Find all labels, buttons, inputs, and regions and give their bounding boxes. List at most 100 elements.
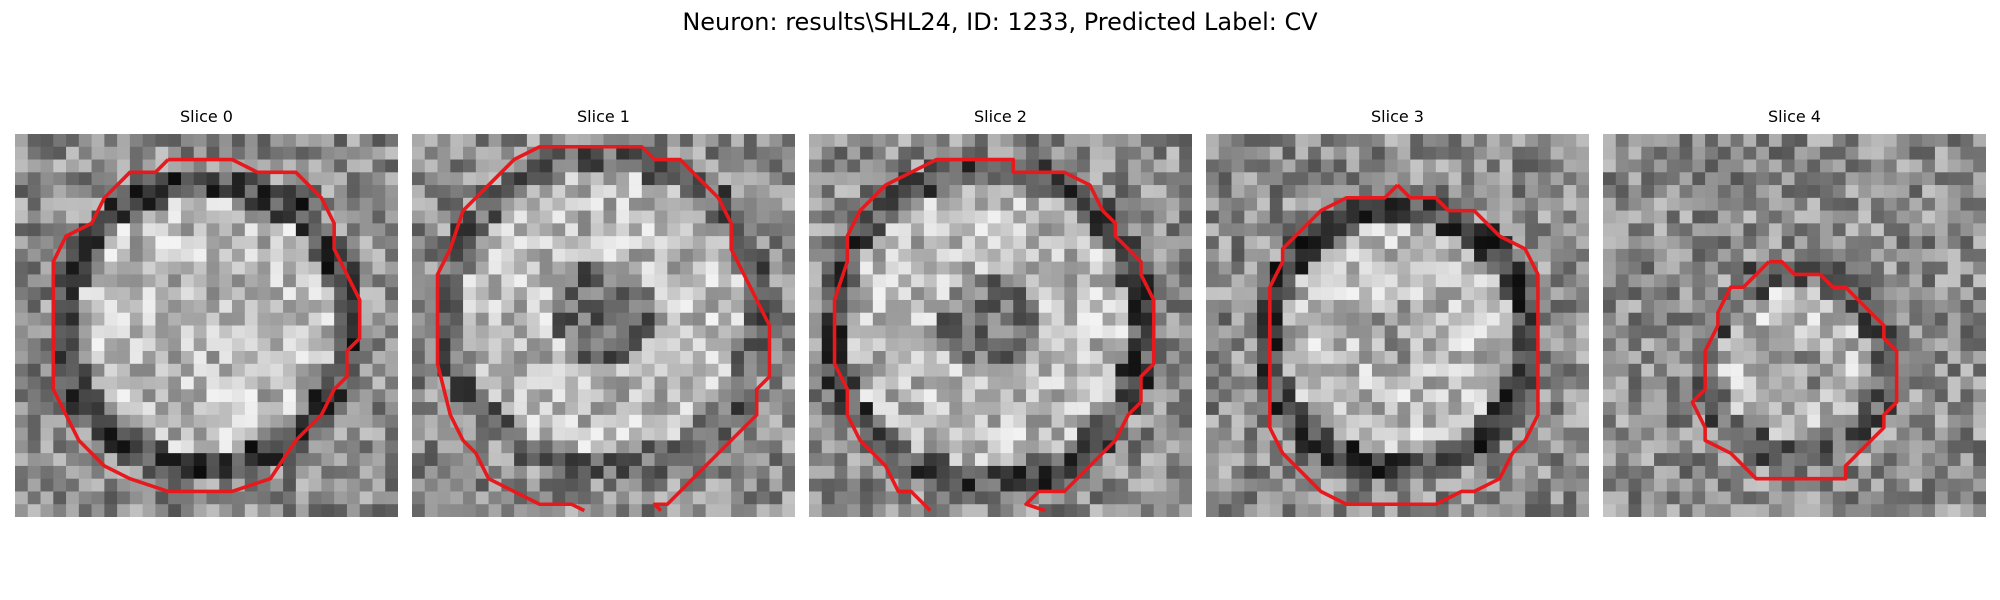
pixel <box>1359 185 1373 199</box>
pixel <box>1550 389 1564 403</box>
pixel <box>962 491 976 505</box>
pixel <box>1576 427 1589 441</box>
pixel <box>1820 363 1834 377</box>
pixel <box>232 299 246 313</box>
pixel <box>1922 159 1936 173</box>
pixel <box>1423 223 1437 237</box>
pixel <box>53 504 67 517</box>
pixel <box>962 146 976 160</box>
pixel <box>1628 491 1642 505</box>
pixel <box>117 274 131 288</box>
pixel <box>1537 427 1551 441</box>
pixel <box>1692 223 1706 237</box>
pixel <box>809 427 823 441</box>
pixel <box>1692 236 1706 250</box>
pixel <box>283 146 297 160</box>
pixel <box>295 351 309 365</box>
pixel <box>1089 210 1103 224</box>
pixel <box>1973 197 1986 211</box>
pixel <box>692 312 706 326</box>
pixel <box>641 414 655 428</box>
pixel <box>308 299 322 313</box>
pixel <box>898 134 912 148</box>
pixel <box>654 261 668 275</box>
pixel <box>1038 159 1052 173</box>
pixel <box>1603 197 1617 211</box>
pixel <box>117 363 131 377</box>
pixel <box>756 172 770 186</box>
pixel <box>923 134 937 148</box>
pixel <box>1333 338 1347 352</box>
pixel <box>705 248 719 262</box>
pixel <box>872 491 886 505</box>
pixel <box>372 159 386 173</box>
pixel <box>244 223 258 237</box>
pixel <box>1102 236 1116 250</box>
pixel <box>1896 504 1910 517</box>
pixel <box>359 376 373 390</box>
pixel <box>244 312 258 326</box>
pixel <box>308 478 322 492</box>
pixel <box>1832 453 1846 467</box>
pixel <box>1717 197 1731 211</box>
pixel <box>1794 261 1808 275</box>
pixel <box>1692 299 1706 313</box>
pixel <box>1038 453 1052 467</box>
pixel <box>1244 261 1258 275</box>
pixel <box>1666 389 1680 403</box>
pixel <box>1128 491 1142 505</box>
pixel <box>1346 491 1360 505</box>
pixel <box>1038 261 1052 275</box>
pixel <box>142 159 156 173</box>
pixel <box>1000 440 1014 454</box>
pixel <box>1512 274 1526 288</box>
pixel <box>756 236 770 250</box>
pixel <box>654 134 668 148</box>
pixel <box>1615 338 1629 352</box>
pixel <box>1051 197 1065 211</box>
pixel <box>590 185 604 199</box>
pixel <box>1512 197 1526 211</box>
pixel <box>629 453 643 467</box>
pixel <box>1166 287 1180 301</box>
pixel <box>450 325 464 339</box>
pixel <box>219 338 233 352</box>
pixel <box>782 210 795 224</box>
pixel <box>1128 134 1142 148</box>
pixel <box>565 363 579 377</box>
pixel <box>1550 376 1564 390</box>
pixel <box>295 223 309 237</box>
pixel <box>1743 402 1757 416</box>
pixel <box>1871 159 1885 173</box>
pixel <box>860 363 874 377</box>
pixel <box>680 427 694 441</box>
pixel <box>1550 351 1564 365</box>
pixel <box>27 504 41 517</box>
pixel <box>1654 440 1668 454</box>
pixel <box>629 223 643 237</box>
pixel <box>450 453 464 467</box>
pixel <box>1512 478 1526 492</box>
pixel <box>577 261 591 275</box>
pixel <box>424 402 438 416</box>
pixel <box>1666 465 1680 479</box>
pixel <box>1244 389 1258 403</box>
pixel <box>552 146 566 160</box>
pixel <box>526 197 540 211</box>
pixel <box>1257 478 1271 492</box>
pixel <box>1000 351 1014 365</box>
pixel <box>1679 478 1693 492</box>
pixel <box>1768 261 1782 275</box>
pixel <box>1654 287 1668 301</box>
pixel <box>1282 351 1296 365</box>
pixel <box>206 261 220 275</box>
pixel <box>1947 376 1961 390</box>
pixel <box>1537 274 1551 288</box>
pixel <box>1705 287 1719 301</box>
pixel <box>53 414 67 428</box>
pixel <box>1269 325 1283 339</box>
pixel <box>1486 185 1500 199</box>
pixel <box>1756 491 1770 505</box>
pixel <box>295 440 309 454</box>
pixel <box>1140 197 1154 211</box>
